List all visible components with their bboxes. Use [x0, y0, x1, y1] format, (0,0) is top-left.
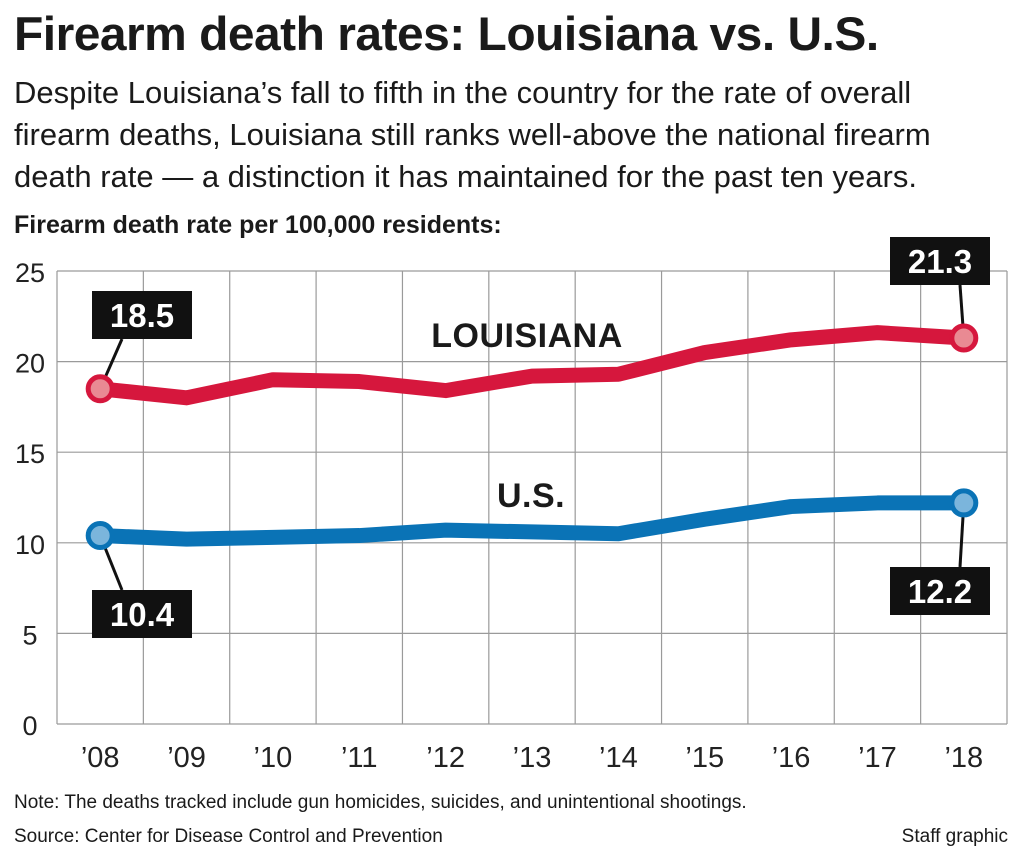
footnote: Note: The deaths tracked include gun hom… — [14, 792, 747, 813]
series-endpoint-marker — [949, 323, 979, 353]
y-tick-label: 20 — [15, 349, 45, 379]
chart-subtitle: Despite Louisiana’s fall to fifth in the… — [14, 75, 931, 194]
series-label: U.S. — [497, 477, 565, 515]
series-endpoint-marker — [85, 521, 115, 551]
unit-label: Firearm death rate per 100,000 residents… — [14, 211, 502, 239]
chart-title: Firearm death rates: Louisiana vs. U.S. — [14, 7, 879, 60]
x-tick-label: ’15 — [685, 742, 724, 774]
callout-value: 12.2 — [908, 573, 972, 610]
x-tick-label: ’09 — [167, 742, 206, 774]
x-tick-label: ’10 — [254, 742, 293, 774]
x-tick-label: ’18 — [944, 742, 983, 774]
y-tick-label: 0 — [22, 711, 37, 741]
x-tick-label: ’17 — [858, 742, 897, 774]
series-line-u-s — [92, 495, 972, 547]
callout-box — [92, 291, 192, 339]
series-endpoint-marker — [949, 488, 979, 518]
callout-box — [890, 237, 990, 285]
x-tick-label: ’16 — [772, 742, 811, 774]
source-line: Source: Center for Disease Control and P… — [14, 826, 443, 847]
callout-value: 18.5 — [110, 297, 174, 334]
y-tick-label: 10 — [15, 530, 45, 560]
x-tick-label: ’11 — [341, 742, 378, 774]
credit-line: Staff graphic — [901, 826, 1008, 847]
series-label: LOUISIANA — [431, 317, 623, 355]
callout-value: 21.3 — [908, 243, 972, 280]
series-endpoint-marker — [85, 374, 115, 404]
series-line-louisiana — [92, 325, 972, 406]
y-tick-label: 5 — [22, 620, 37, 650]
y-tick-label: 15 — [15, 439, 45, 469]
callout-box — [890, 567, 990, 615]
x-tick-label: ’14 — [599, 742, 638, 774]
x-tick-label: ’13 — [513, 742, 552, 774]
y-tick-label: 25 — [15, 258, 45, 288]
callout-value: 10.4 — [110, 596, 175, 633]
x-tick-label: ’08 — [81, 742, 120, 774]
x-tick-label: ’12 — [426, 742, 465, 774]
callout-box — [92, 590, 192, 638]
